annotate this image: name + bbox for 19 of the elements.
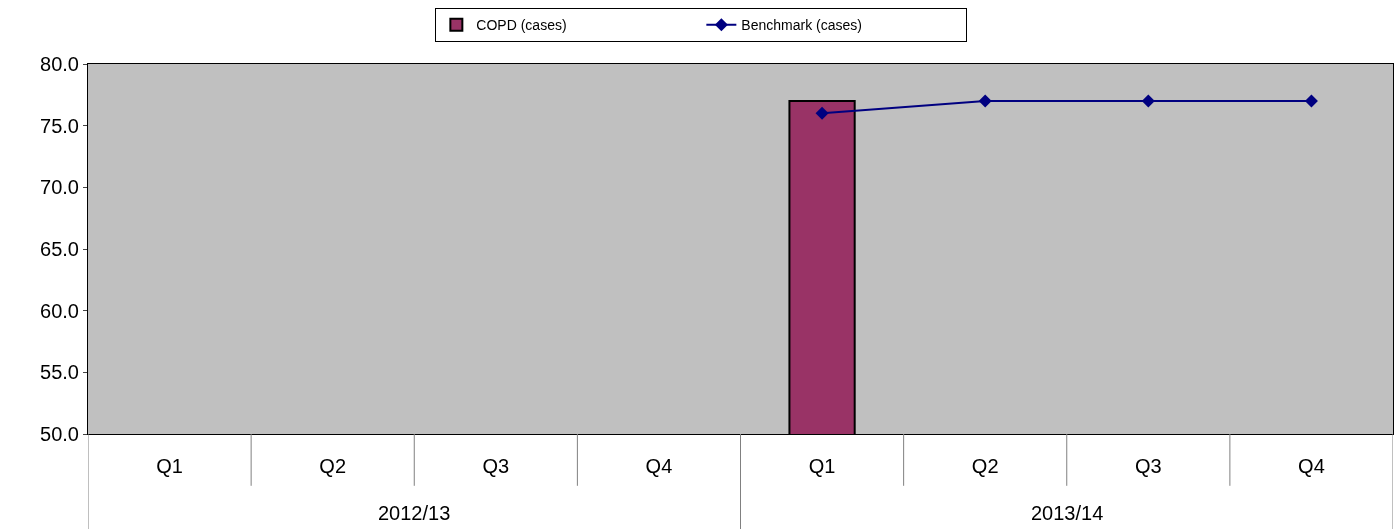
y-tick-label: 75.0 — [40, 114, 79, 137]
x-tick-label: Q1 — [808, 455, 836, 477]
x-tick-label: Q1 — [156, 455, 183, 477]
y-tick-label: 80.0 — [40, 53, 79, 75]
x-tick-label: Q3 — [482, 455, 510, 477]
y-tick-label: 50.0 — [40, 423, 79, 445]
y-tick-label: 60.0 — [40, 299, 79, 322]
text: 2013/14 — [1031, 502, 1104, 524]
y-tick-label: 70.0 — [40, 176, 79, 199]
x-tick-label: Q2 — [319, 455, 347, 477]
x-tick-label: Q4 — [645, 455, 673, 477]
y-tick-label: 55.0 — [40, 361, 79, 384]
x-tick-label: Q3 — [1134, 455, 1162, 477]
legend-label: Benchmark (cases) — [741, 17, 862, 34]
x-tick-label: Q4 — [1298, 455, 1325, 477]
x-tick-label: Q2 — [971, 455, 999, 477]
legend-label: COPD (cases) — [476, 17, 567, 34]
y-tick-label: 65.0 — [40, 238, 79, 260]
text: 2012/13 — [378, 502, 451, 524]
